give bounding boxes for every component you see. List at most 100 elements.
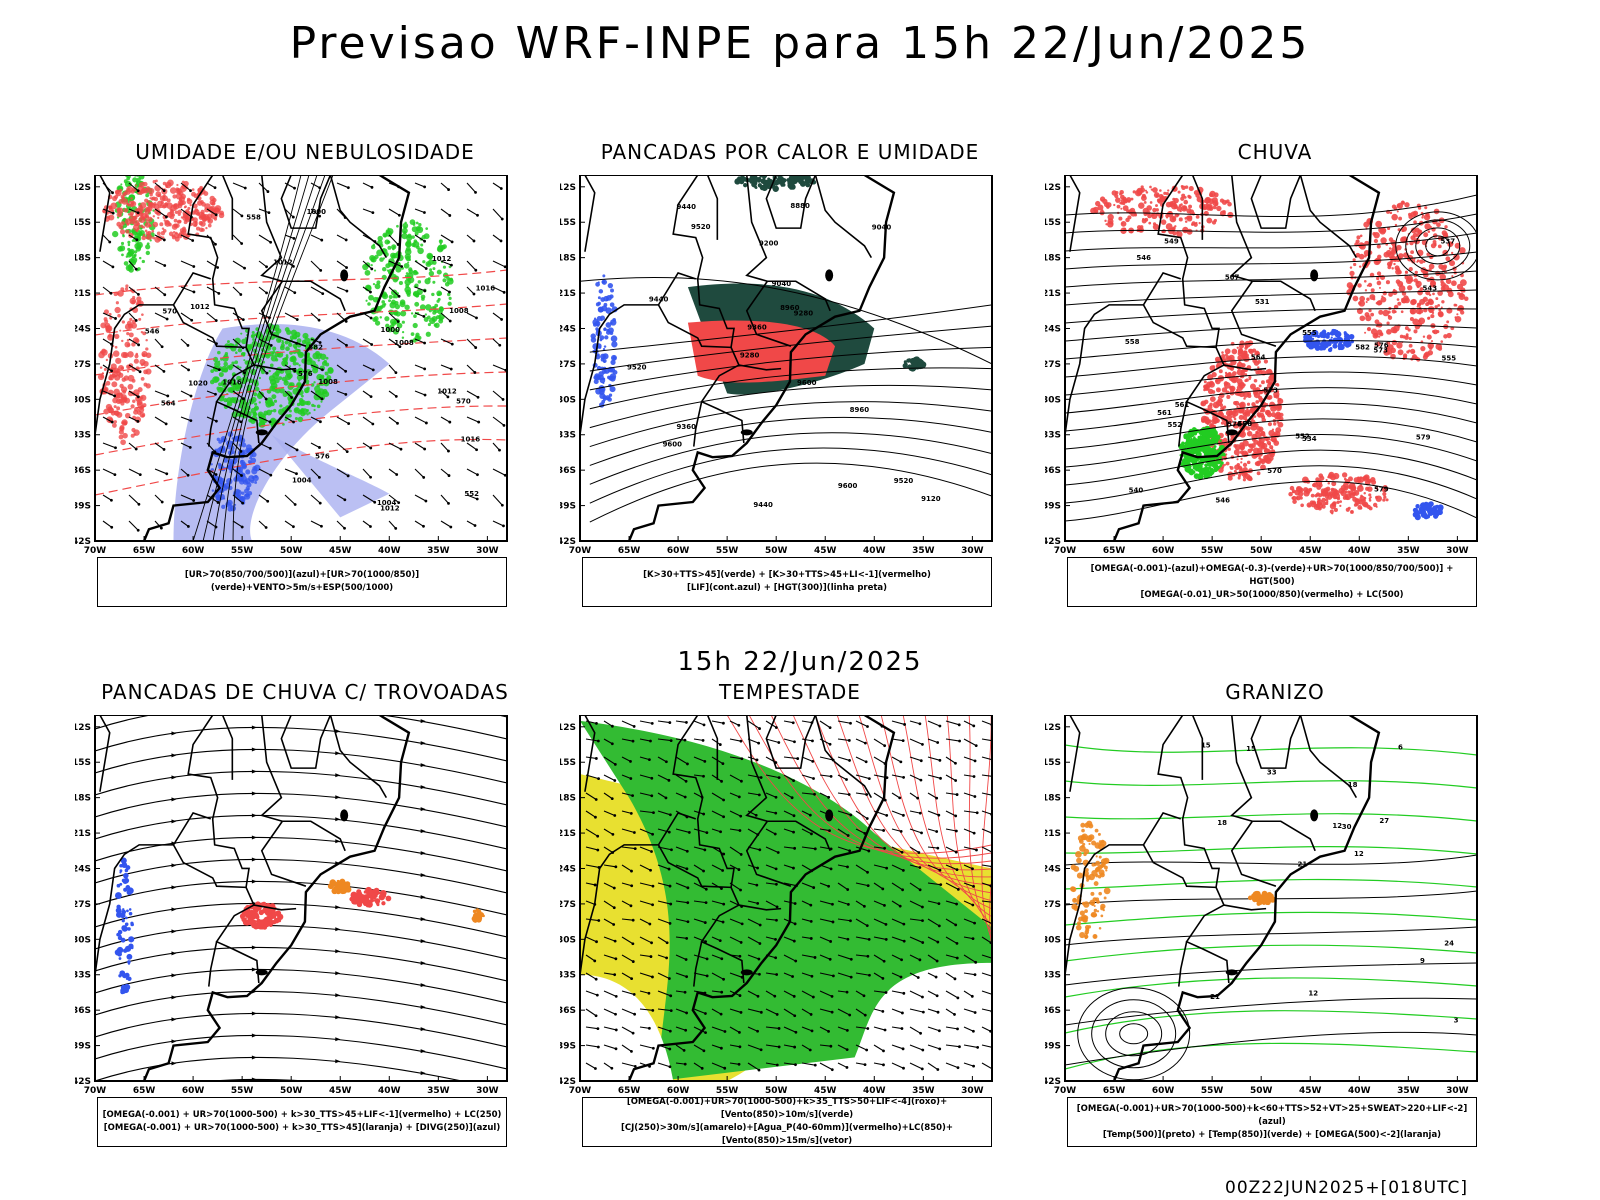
lon-tick-label: 70W [84, 1086, 107, 1096]
border-line [1177, 941, 1188, 987]
border-line [745, 280, 792, 347]
border-line [1177, 401, 1188, 447]
streamlines [95, 715, 507, 1081]
contour-label: 1012 [273, 258, 293, 266]
contour-label: 552 [1295, 432, 1310, 440]
contour-label: 8960 [850, 406, 870, 414]
lat-tick-label: 18S [560, 794, 576, 804]
contour-label: 18 [1348, 781, 1358, 789]
lon-tick-label: 30W [961, 1086, 984, 1096]
lat-tick-label: 39S [560, 502, 576, 512]
contour-label: 12 [1332, 822, 1342, 830]
border-line [1252, 280, 1316, 312]
contour-label: 552 [464, 490, 479, 498]
lat-tick-label: 33S [560, 431, 576, 441]
map-pancadas-calor[interactable]: 9600 9600 9600 9520 9520 9440 9440 9360 9360 9280… [560, 175, 1012, 571]
panel-chuva: CHUVA 582 579 576 573 570 567 564 561 558 555 552 54… [1045, 140, 1545, 610]
lat-tick-label: 36S [75, 1006, 91, 1016]
lat-tick-label: 15S [75, 758, 91, 768]
lon-tick-label: 50W [765, 1086, 788, 1096]
lon-tick-label: 40W [378, 1086, 401, 1096]
lagoon [740, 969, 753, 976]
contour-label: 9280 [740, 352, 760, 360]
lon-tick-label: 55W [1201, 546, 1224, 556]
lon-tick-label: 35W [912, 546, 935, 556]
contour-label: 9520 [894, 477, 914, 485]
border-line [657, 304, 732, 349]
border-line [207, 401, 218, 447]
lat-tick-label: 36S [560, 1006, 576, 1016]
contour-label: 1004 [377, 499, 397, 507]
lat-tick-label: 12S [1045, 723, 1061, 733]
lat-tick-label: 36S [560, 466, 576, 476]
map-frame [1064, 175, 1478, 542]
lon-tick-label: 45W [329, 1086, 352, 1096]
border-line [1299, 715, 1358, 799]
map-chuva[interactable]: 5825795765735705675645615585555525495465… [1045, 175, 1497, 571]
coastline [1112, 715, 1381, 1081]
contour-label: 564 [161, 399, 176, 407]
border-line [99, 715, 111, 792]
lat-tick-label: 39S [75, 1042, 91, 1052]
contour-label: 576 [315, 452, 330, 460]
contour-label: 1008 [394, 339, 414, 347]
contour-label: 9600 [838, 482, 858, 490]
contour-label: 582 [1355, 344, 1370, 352]
lon-tick-label: 40W [1348, 1086, 1371, 1096]
contour-label: 582 [308, 344, 323, 352]
lon-tick-label: 50W [1250, 546, 1273, 556]
lon-tick-label: 65W [1103, 1086, 1126, 1096]
border-line [221, 715, 234, 780]
lat-tick-label: 15S [1045, 218, 1061, 228]
map-frame [94, 715, 508, 1082]
border-line [172, 304, 247, 349]
border-line [1069, 715, 1081, 792]
lat-tick-label: 21S [560, 289, 576, 299]
lon-tick-label: 45W [1299, 546, 1322, 556]
lon-tick-label: 50W [1250, 1086, 1273, 1096]
lon-tick-label: 65W [618, 1086, 641, 1096]
contour-label: 579 [1416, 434, 1431, 442]
border-line [172, 844, 247, 889]
wind-vectors [102, 182, 507, 532]
lat-tick-label: 15S [1045, 758, 1061, 768]
border-line [1142, 844, 1217, 889]
legend-line: [CJ(250)>30m/s](amarelo)+[Agua_P(40-60mm… [620, 1123, 954, 1146]
lake-mark [340, 809, 349, 822]
lat-tick-label: 18S [1045, 254, 1061, 264]
lat-tick-label: 27S [560, 900, 576, 910]
border-line [814, 715, 873, 799]
lat-tick-label: 18S [1045, 794, 1061, 804]
lon-tick-label: 50W [280, 546, 303, 556]
lat-tick-label: 42S [560, 537, 576, 547]
lagoon [1225, 969, 1238, 976]
lat-tick-label: 33S [75, 971, 91, 981]
lat-tick-label: 21S [75, 289, 91, 299]
border-line [1230, 820, 1277, 887]
border-line [657, 272, 697, 306]
lon-tick-label: 70W [1054, 1086, 1077, 1096]
contour-label: 8960 [780, 304, 800, 312]
lat-tick-label: 42S [1045, 537, 1061, 547]
contour-label: 1012 [380, 505, 400, 513]
contour-label: 1020 [188, 380, 208, 388]
coastline [1112, 175, 1381, 541]
border-line [260, 175, 283, 283]
lat-tick-label: 30S [560, 935, 576, 945]
border-line [692, 941, 703, 987]
lon-tick-label: 60W [182, 546, 205, 556]
lon-tick-label: 35W [1397, 1086, 1420, 1096]
lat-tick-label: 12S [560, 723, 576, 733]
contour-label: 9440 [753, 501, 773, 509]
border-line [814, 175, 873, 259]
contour-label: 1012 [432, 255, 452, 263]
legend-pancadas-trovoadas: [OMEGA(-0.001) + UR>70(1000-500) + k>30_… [97, 1097, 507, 1147]
lon-tick-label: 65W [1103, 546, 1126, 556]
border-line [99, 175, 111, 252]
lat-tick-label: 24S [1045, 864, 1061, 874]
contour-label: 567 [1225, 274, 1240, 282]
